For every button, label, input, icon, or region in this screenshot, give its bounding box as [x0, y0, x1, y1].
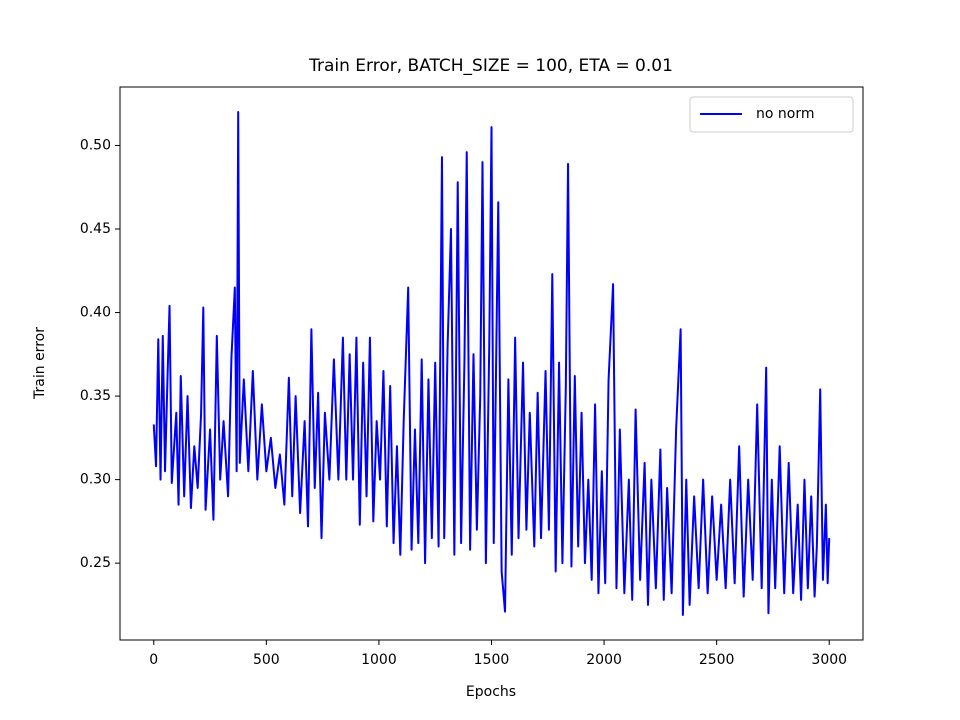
y-axis-label: Train error: [32, 327, 48, 400]
legend-box: [689, 96, 854, 133]
data-line: [152, 111, 831, 616]
x-tick-label: 500: [253, 652, 280, 668]
y-tick-label: 0.30: [80, 472, 111, 488]
y-tick-label: 0.35: [80, 388, 111, 404]
x-tick-label: 2500: [699, 652, 735, 668]
y-tick-label: 0.40: [80, 305, 111, 321]
x-tick-label: 2000: [586, 652, 622, 668]
chart-title: Train Error, BATCH_SIZE = 100, ETA = 0.0…: [308, 56, 673, 76]
x-tick-label: 0: [149, 652, 158, 668]
x-axis-label: Epochs: [466, 684, 516, 700]
y-tick-label: 0.25: [80, 555, 111, 571]
plot-frame: [119, 86, 864, 641]
x-tick-label: 3000: [811, 652, 847, 668]
x-tick-label: 1500: [474, 652, 510, 668]
x-tick-label: 1000: [361, 652, 397, 668]
y-tick-label: 0.45: [80, 221, 111, 237]
legend-label: no norm: [756, 106, 814, 122]
y-tick-label: 0.50: [80, 137, 111, 153]
